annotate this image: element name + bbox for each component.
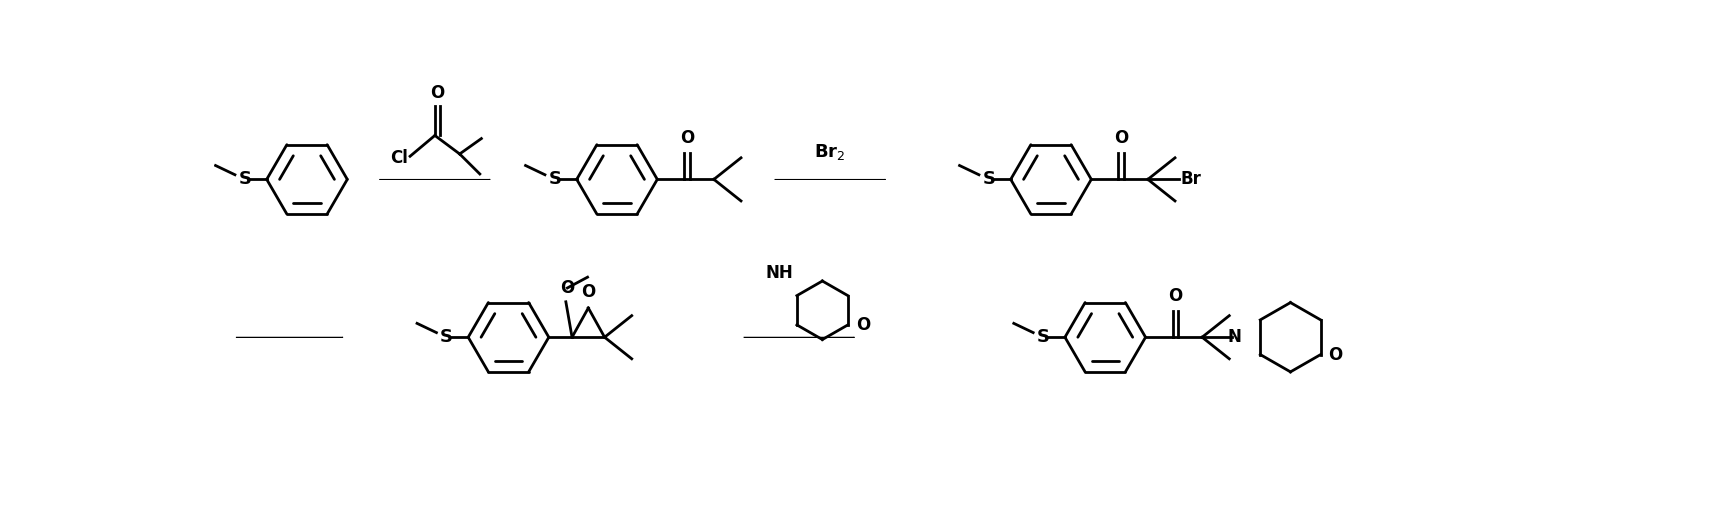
Text: N: N bbox=[1228, 328, 1241, 346]
Text: O: O bbox=[1329, 346, 1342, 364]
Text: NH: NH bbox=[765, 264, 793, 282]
Text: S: S bbox=[1037, 328, 1049, 346]
Text: O: O bbox=[430, 84, 445, 102]
Text: Br: Br bbox=[1181, 170, 1202, 188]
Text: Cl: Cl bbox=[390, 149, 407, 167]
Text: O: O bbox=[856, 316, 870, 334]
Text: S: S bbox=[983, 170, 995, 188]
Text: O: O bbox=[1115, 129, 1128, 147]
Text: Br$_2$: Br$_2$ bbox=[815, 143, 846, 163]
Text: S: S bbox=[440, 328, 454, 346]
Text: O: O bbox=[580, 283, 596, 301]
Text: O: O bbox=[1168, 287, 1183, 305]
Text: O: O bbox=[560, 279, 575, 297]
Text: S: S bbox=[238, 170, 252, 188]
Text: O: O bbox=[680, 129, 695, 147]
Text: S: S bbox=[548, 170, 562, 188]
